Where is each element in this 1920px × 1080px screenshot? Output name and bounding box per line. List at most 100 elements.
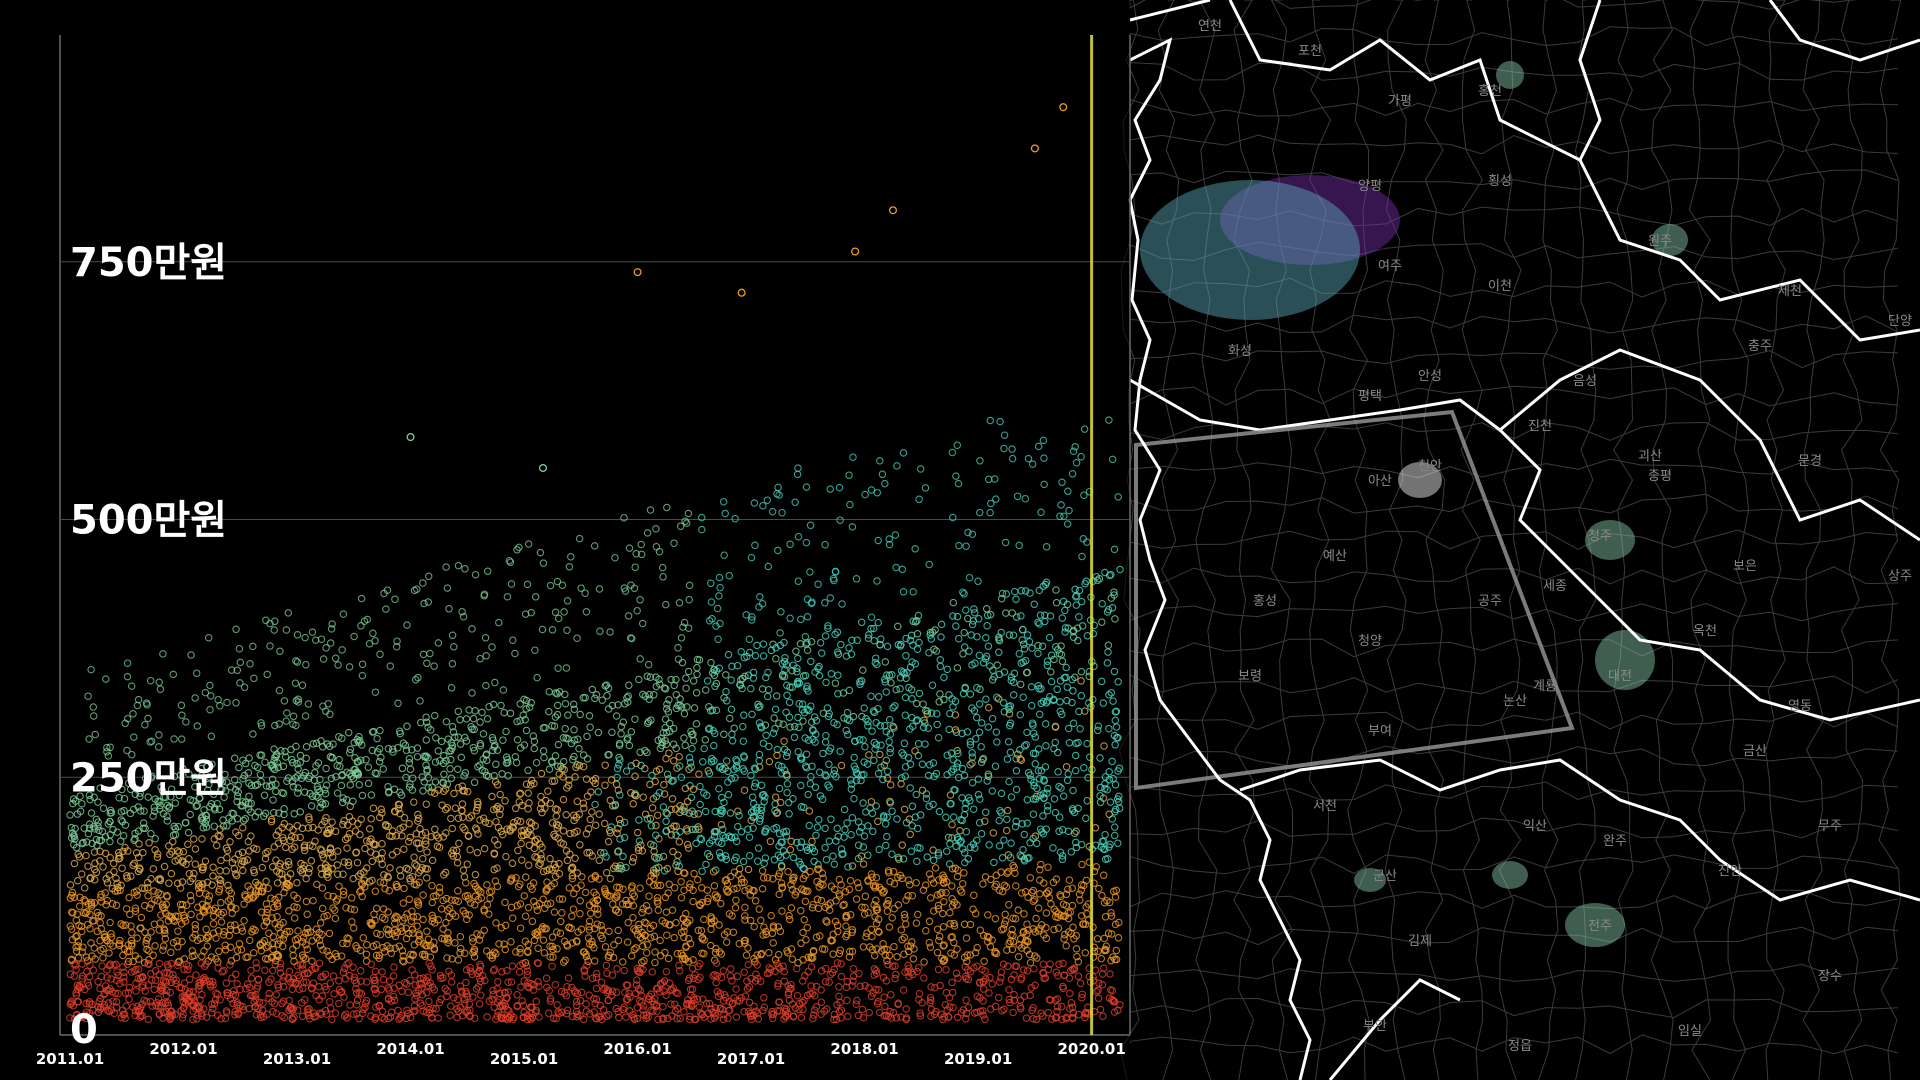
scatter-point xyxy=(514,846,522,855)
scatter-point xyxy=(392,832,401,840)
scatter-point xyxy=(602,868,611,877)
scatter-point xyxy=(1098,618,1106,626)
scatter-point xyxy=(1077,597,1086,606)
scatter-point xyxy=(780,745,789,754)
scatter-point xyxy=(124,847,132,855)
scatter-point xyxy=(1005,777,1013,786)
scatter-point xyxy=(738,674,747,683)
scatter-points xyxy=(66,416,1124,1024)
scatter-point xyxy=(303,910,311,919)
scatter-point xyxy=(993,693,1001,702)
scatter-point xyxy=(614,908,623,916)
scatter-point xyxy=(885,923,894,931)
scatter-point xyxy=(1103,659,1112,667)
scatter-point xyxy=(880,1011,888,1020)
scatter-point xyxy=(166,1015,174,1024)
scatter-point xyxy=(490,1003,498,1012)
scatter-point xyxy=(849,712,858,721)
scatter-point xyxy=(986,973,994,982)
scatter-point xyxy=(610,941,618,949)
scatter-point xyxy=(184,840,192,849)
scatter-point xyxy=(1111,615,1119,623)
scatter-point xyxy=(861,892,870,901)
scatter-point xyxy=(572,1001,581,1010)
scatter-point xyxy=(137,924,145,932)
scatter-point xyxy=(760,994,768,1002)
scatter-point xyxy=(590,888,598,896)
scatter-point xyxy=(428,856,437,865)
scatter-point xyxy=(755,905,763,913)
scatter-point xyxy=(816,792,825,800)
scatter-point xyxy=(1056,848,1065,856)
scatter-point xyxy=(594,910,602,918)
scatter-point xyxy=(836,747,844,756)
scatter-point xyxy=(739,737,748,745)
scatter-point xyxy=(405,755,414,763)
scatter-point xyxy=(734,807,742,815)
scatter-point xyxy=(143,934,152,943)
scatter-point xyxy=(981,817,989,825)
scatter-point xyxy=(846,776,855,784)
scatter-point xyxy=(359,934,368,942)
scatter-point xyxy=(750,782,759,791)
scatter-point xyxy=(344,728,353,737)
scatter-point xyxy=(743,985,752,993)
scatter-point xyxy=(696,834,705,843)
scatter-point xyxy=(943,665,952,674)
scatter-point xyxy=(812,982,821,991)
scatter-point xyxy=(1039,969,1048,978)
scatter-point xyxy=(918,999,926,1007)
scatter-point xyxy=(496,790,504,799)
scatter-point xyxy=(864,631,873,639)
scatter-point xyxy=(984,642,993,650)
scatter-point xyxy=(859,860,868,868)
scatter-point xyxy=(797,1013,806,1022)
scatter-point xyxy=(447,978,456,986)
scatter-point xyxy=(968,620,977,629)
density-patch xyxy=(1585,520,1635,560)
scatter-point xyxy=(257,946,266,955)
scatter-point xyxy=(368,857,377,866)
scatter-point xyxy=(144,892,152,900)
scatter-point xyxy=(637,991,646,1000)
scatter-point xyxy=(472,985,481,993)
scatter-point xyxy=(217,898,225,907)
scatter-point xyxy=(845,686,854,695)
scatter-point xyxy=(103,879,112,887)
scatter-point xyxy=(1031,832,1040,840)
scatter-point xyxy=(842,652,851,660)
scatter-point xyxy=(323,829,331,838)
scatter-point xyxy=(962,827,971,836)
scatter-point xyxy=(293,879,301,887)
scatter-point xyxy=(286,836,294,845)
scatter-point xyxy=(533,906,542,915)
scatter-point xyxy=(966,760,974,769)
district-line xyxy=(1840,0,1864,1080)
scatter-point xyxy=(247,808,255,816)
scatter-point xyxy=(908,938,916,946)
scatter-point xyxy=(788,885,797,894)
scatter-point xyxy=(759,874,768,882)
scatter-point xyxy=(215,875,223,884)
density-patch xyxy=(1652,224,1688,256)
scatter-point xyxy=(175,848,183,857)
scatter-point xyxy=(1064,724,1073,733)
scatter-point xyxy=(154,897,162,905)
scatter-point xyxy=(496,810,504,819)
scatter-point xyxy=(364,779,373,788)
scatter-point xyxy=(1005,705,1013,714)
scatter-point xyxy=(82,838,91,846)
scatter-point xyxy=(563,1006,572,1014)
district-line xyxy=(1129,710,1899,731)
scatter-point xyxy=(122,905,131,913)
scatter-point xyxy=(564,974,573,982)
scatter-point xyxy=(103,896,112,905)
scatter-point xyxy=(819,749,827,758)
scatter-point xyxy=(570,752,578,761)
scatter-point xyxy=(1078,993,1086,1002)
scatter-point xyxy=(699,758,707,766)
scatter-point xyxy=(777,769,786,777)
scatter-point xyxy=(463,787,472,796)
scatter-point xyxy=(787,837,795,846)
scatter-point xyxy=(703,677,712,685)
